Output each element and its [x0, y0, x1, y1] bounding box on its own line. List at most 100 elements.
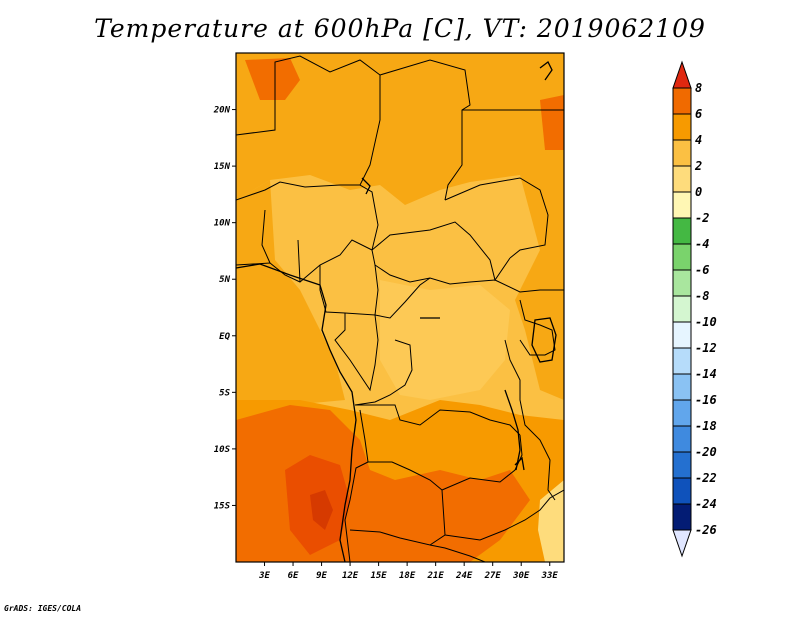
- y-tick-label: 10N: [214, 219, 231, 229]
- colorbar-segment: [672, 165, 692, 193]
- x-tick-label: 18E: [399, 571, 416, 581]
- coastlines: [236, 61, 557, 562]
- border-1: [236, 55, 381, 136]
- border-4: [379, 59, 471, 201]
- coastline-5: [514, 456, 525, 471]
- field-region-north-warm: [236, 53, 564, 205]
- field-region-northwest-hot: [245, 58, 300, 100]
- border-19: [344, 461, 369, 562]
- x-tick-label: 30E: [512, 571, 530, 581]
- colorbar-label: -26: [695, 523, 717, 537]
- colorbar-label: -16: [695, 393, 717, 407]
- x-tick-label: 9E: [316, 571, 327, 581]
- border-24: [519, 299, 556, 356]
- border-22: [429, 544, 486, 562]
- colorbar-label: -24: [695, 497, 717, 511]
- credit-label: GrADS: IGES/COLA: [4, 604, 82, 613]
- x-tick-label: 6E: [288, 571, 299, 581]
- border-13: [334, 313, 379, 392]
- colorbar-segment: [672, 425, 692, 453]
- colorbar-label: -20: [695, 445, 717, 459]
- colorbar-segment: [672, 477, 692, 505]
- x-tick-label: 15E: [370, 571, 387, 581]
- colorbar-segment: [672, 217, 692, 245]
- border-3: [236, 181, 360, 201]
- colorbar-label: -22: [695, 471, 717, 485]
- colorbar-label: 0: [695, 185, 702, 199]
- field-region-east-warm: [515, 130, 564, 400]
- colorbar-top-arrow: [672, 60, 692, 89]
- border-17: [359, 409, 443, 491]
- x-tick-label: 33E: [541, 571, 559, 581]
- colorbar-label: -2: [695, 211, 709, 225]
- country-borders: [236, 55, 564, 562]
- border-20: [349, 489, 446, 546]
- y-tick-label: 15S: [214, 501, 231, 511]
- x-tick-label: 24E: [455, 571, 473, 581]
- y-tick-label: 5N: [219, 275, 230, 285]
- border-6: [444, 177, 549, 259]
- colorbar-label: -10: [695, 315, 717, 329]
- y-tick-label: EQ: [219, 332, 230, 342]
- x-tick-label: 27E: [484, 571, 502, 581]
- y-tick-label: 5S: [219, 388, 230, 398]
- colorbar-segment: [672, 87, 692, 115]
- coastline-1: [236, 263, 357, 562]
- border-14: [354, 339, 413, 406]
- colorbar-segment: [672, 451, 692, 479]
- field-region-northeast-hot: [540, 95, 564, 150]
- y-tick-label: 15N: [214, 162, 231, 172]
- colorbar-label: 8: [695, 81, 702, 95]
- colorbar-label: -14: [695, 367, 717, 381]
- colorbar-segment: [672, 243, 692, 271]
- border-21: [444, 489, 564, 541]
- border-16: [504, 339, 556, 501]
- y-tick-label: 20N: [213, 106, 231, 116]
- field-region-southeast-cool: [538, 480, 564, 562]
- x-tick-label: 21E: [427, 571, 445, 581]
- border-26: [297, 239, 301, 283]
- colorbar-bottom-arrow: [672, 529, 692, 558]
- map-frame: [235, 52, 565, 563]
- colorbar-label: -6: [695, 263, 709, 277]
- colorbar-segment: [672, 347, 692, 375]
- colorbar-segment: [672, 399, 692, 427]
- colorbar-segment: [672, 373, 692, 401]
- border-9: [494, 279, 564, 293]
- border-7: [371, 221, 511, 282]
- colorbar-segment: [672, 113, 692, 141]
- border-15: [355, 404, 521, 436]
- x-tick-label: 3E: [258, 571, 270, 581]
- colorbar-segment: [672, 269, 692, 297]
- x-tick-label: 12E: [342, 571, 359, 581]
- colorbar-segment: [672, 139, 692, 167]
- colorbar-label: 6: [695, 107, 702, 121]
- colorbar-segment: [672, 191, 692, 219]
- coastline-4: [539, 61, 553, 81]
- coastline-6: [361, 177, 371, 195]
- coastline-3: [531, 317, 557, 363]
- field-region-west-warm: [236, 180, 345, 410]
- coastline-2: [504, 389, 521, 471]
- colorbar-label: -12: [695, 341, 717, 355]
- border-18: [441, 434, 523, 491]
- colorbar-label: -4: [695, 237, 709, 251]
- border-10: [236, 239, 373, 283]
- border-12: [374, 277, 431, 319]
- x-axis: 3E 6E 9E 12E 15E 18E 21E 24E 27E 30E 33E: [258, 562, 558, 581]
- border-25: [261, 209, 271, 264]
- map-title: Temperature at 600hPa [C], VT: 201906210…: [94, 14, 706, 43]
- y-axis: 20N 15N 10N 5N EQ 5S 10S 15S: [213, 106, 236, 511]
- field-region-southwest-peak: [310, 490, 333, 530]
- border-8: [371, 249, 496, 285]
- colorbar-segment: [672, 295, 692, 323]
- colorbar-label: -8: [695, 289, 709, 303]
- colorbar-segment: [672, 503, 692, 531]
- colorbar-label: -18: [695, 419, 717, 433]
- colorbar: 8 6 4 2 0 -2 -4 -6 -8 -10 -12 -14 -16 -18 -20 -22 -24 -26: [672, 60, 717, 558]
- y-tick-label: 10S: [214, 445, 231, 455]
- colorbar-label: 2: [694, 159, 702, 173]
- colorbar-segment: [672, 321, 692, 349]
- colorbar-label: 4: [695, 133, 702, 147]
